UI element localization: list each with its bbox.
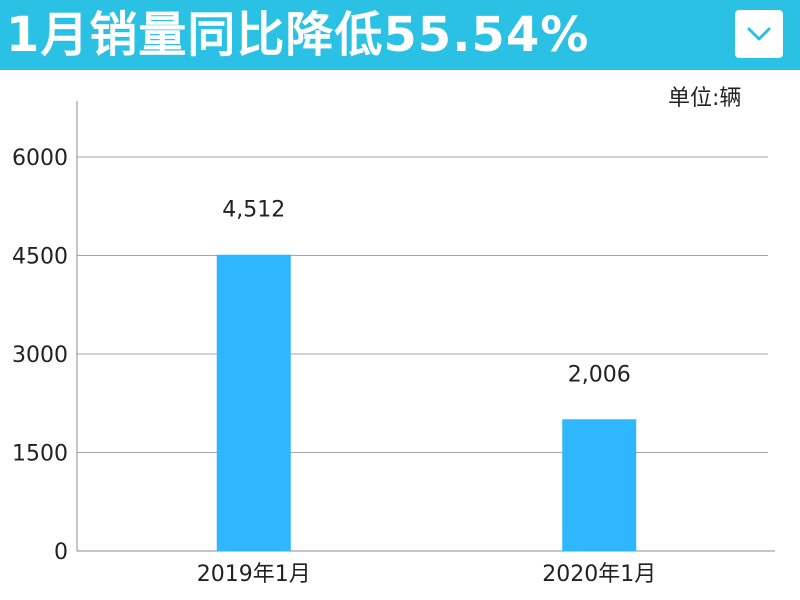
x-tick-label: 2019年1月 [197,562,311,587]
bar [216,254,291,551]
bar [562,419,637,551]
title-banner: 1月销量同比降低55.54% [0,0,800,70]
data-label: 4,512 [222,198,285,223]
chevron-down-icon [747,27,771,41]
unit-label: 单位:辆 [668,86,742,111]
data-label: 2,006 [568,362,631,387]
y-tick-label: 0 [54,540,68,565]
y-tick-label: 6000 [12,146,68,171]
y-tick-label: 1500 [12,442,68,467]
y-tick-label: 4500 [12,245,68,270]
page-title: 1月销量同比降低55.54% [6,7,590,63]
x-tick-label: 2020年1月 [542,562,656,587]
dropdown-button[interactable] [735,10,783,58]
y-tick-label: 3000 [12,343,68,368]
